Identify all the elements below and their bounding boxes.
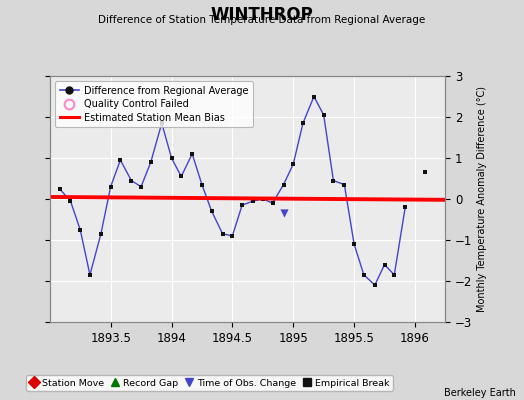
Point	[350, 241, 358, 247]
Point	[238, 202, 246, 208]
Point	[198, 182, 206, 188]
Legend: Station Move, Record Gap, Time of Obs. Change, Empirical Break: Station Move, Record Gap, Time of Obs. C…	[26, 375, 393, 391]
Point	[340, 182, 348, 188]
Point	[329, 177, 337, 184]
Point	[177, 173, 185, 180]
Point	[137, 184, 145, 190]
Point	[158, 120, 166, 126]
Point	[279, 210, 288, 216]
Point	[320, 112, 328, 118]
Text: Difference of Station Temperature Data from Regional Average: Difference of Station Temperature Data f…	[99, 15, 425, 25]
Point	[97, 231, 105, 237]
Point	[289, 161, 298, 167]
Point	[421, 169, 429, 176]
Point	[279, 182, 288, 188]
Point	[390, 272, 398, 278]
Point	[219, 231, 227, 237]
Point	[208, 208, 216, 214]
Point	[147, 159, 155, 165]
Y-axis label: Monthly Temperature Anomaly Difference (°C): Monthly Temperature Anomaly Difference (…	[477, 86, 487, 312]
Point	[56, 186, 64, 192]
Point	[310, 93, 318, 100]
Point	[359, 272, 368, 278]
Point	[167, 155, 176, 161]
Point	[380, 262, 389, 268]
Point	[86, 272, 94, 278]
Point	[188, 151, 196, 157]
Point	[116, 157, 125, 163]
Point	[106, 184, 115, 190]
Text: WINTHROP: WINTHROP	[211, 6, 313, 24]
Point	[76, 226, 84, 233]
Point	[127, 177, 136, 184]
Point	[401, 204, 409, 210]
Point	[299, 120, 307, 126]
Point	[228, 233, 236, 239]
Point	[249, 198, 257, 204]
Legend: Difference from Regional Average, Quality Control Failed, Estimated Station Mean: Difference from Regional Average, Qualit…	[54, 81, 253, 127]
Point	[66, 198, 74, 204]
Point	[259, 196, 267, 202]
Point	[370, 282, 379, 288]
Point	[268, 200, 277, 206]
Text: Berkeley Earth: Berkeley Earth	[444, 388, 516, 398]
